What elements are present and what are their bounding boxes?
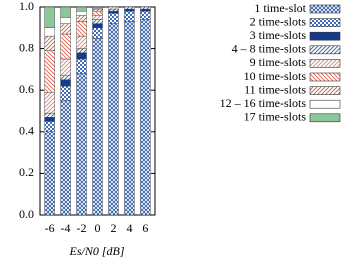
- bar-segment: [60, 17, 71, 24]
- bar-segment: [60, 6, 71, 18]
- bar-segment: [76, 48, 87, 53]
- bar-segment: [76, 52, 87, 60]
- bar-segment: [76, 15, 87, 22]
- legend-swatch: [309, 86, 341, 95]
- x-tick-label: -6: [45, 221, 55, 235]
- bar-segment: [124, 8, 135, 12]
- bar-segment: [92, 19, 103, 24]
- bar-segment: [108, 6, 119, 10]
- x-tick-label: -4: [61, 221, 71, 235]
- x-tick-label: -2: [77, 221, 87, 235]
- legend-label: 1 time-slot: [254, 1, 306, 15]
- bar-segment: [60, 85, 71, 101]
- legend-label: 9 time-slots: [250, 55, 307, 69]
- legend-label: 12 – 16 time-slots: [220, 96, 307, 110]
- bar-segment: [44, 131, 55, 216]
- legend-label: 11 time-slots: [244, 82, 306, 96]
- x-axis-label: Es/N0 [dB]: [68, 244, 124, 258]
- bar-segment: [92, 38, 103, 216]
- bar-segment: [92, 27, 103, 39]
- bar-segment: [92, 10, 103, 16]
- bar-segment: [140, 10, 151, 20]
- y-tick-label: 0.8: [19, 40, 34, 54]
- bar-segment: [92, 23, 103, 28]
- legend-swatch: [309, 113, 341, 123]
- legend-label: 10 time-slots: [244, 69, 307, 83]
- bar-segment: [92, 8, 103, 12]
- legend-swatch: [309, 18, 341, 27]
- bar-segment: [76, 21, 87, 37]
- bar-segment: [60, 100, 71, 216]
- bar-segment: [60, 79, 71, 87]
- bar-segment: [108, 8, 119, 12]
- bar-segment: [60, 33, 71, 60]
- legend-swatch: [309, 99, 341, 109]
- bar-segment: [44, 117, 55, 122]
- bar-segment: [140, 8, 151, 12]
- bar-segment: [108, 13, 119, 24]
- bar-segment: [76, 6, 87, 12]
- x-tick-label: 2: [110, 221, 116, 235]
- bar-segment: [92, 15, 103, 20]
- legend-label: 4 – 8 time-slots: [232, 42, 307, 56]
- bar-segment: [108, 10, 119, 14]
- bar-segment: [124, 10, 135, 22]
- x-tick-label: 0: [95, 221, 101, 235]
- bar-segment: [92, 6, 103, 9]
- bar-segment: [44, 50, 55, 93]
- legend-swatch: [309, 31, 341, 41]
- y-tick-label: 1.0: [19, 0, 34, 13]
- y-tick-label: 0.0: [19, 207, 34, 221]
- bar-segment: [44, 112, 55, 118]
- bar-segment: [44, 92, 55, 114]
- bar-segment: [124, 6, 135, 10]
- x-tick-label: 4: [126, 221, 132, 235]
- bar-segment: [60, 58, 71, 76]
- bar-segment: [44, 121, 55, 133]
- legend-label: 2 time-slots: [250, 14, 307, 28]
- y-tick-label: 0.4: [19, 124, 34, 138]
- legend-swatch: [309, 45, 341, 55]
- x-tick-label: 6: [142, 221, 148, 235]
- bar-segment: [140, 19, 151, 216]
- bar-segment: [44, 27, 55, 37]
- bar-segment: [140, 6, 151, 10]
- legend-swatch: [309, 59, 341, 68]
- y-tick-label: 0.6: [19, 82, 34, 96]
- legend-label: 17 time-slots: [244, 110, 307, 124]
- legend-label: 3 time-slots: [250, 28, 307, 42]
- bar-segment: [44, 6, 55, 28]
- legend-swatch: [309, 4, 341, 14]
- legend-swatch: [309, 72, 341, 82]
- bar-segment: [76, 73, 87, 216]
- bar-segment: [76, 35, 87, 49]
- bar-segment: [76, 58, 87, 74]
- y-tick-label: 0.2: [19, 165, 34, 179]
- bar-segment: [108, 23, 119, 216]
- bar-segment: [124, 21, 135, 216]
- bar-segment: [60, 75, 71, 80]
- bar-segment: [44, 35, 55, 51]
- bar-segment: [76, 10, 87, 16]
- bar-segment: [60, 23, 71, 35]
